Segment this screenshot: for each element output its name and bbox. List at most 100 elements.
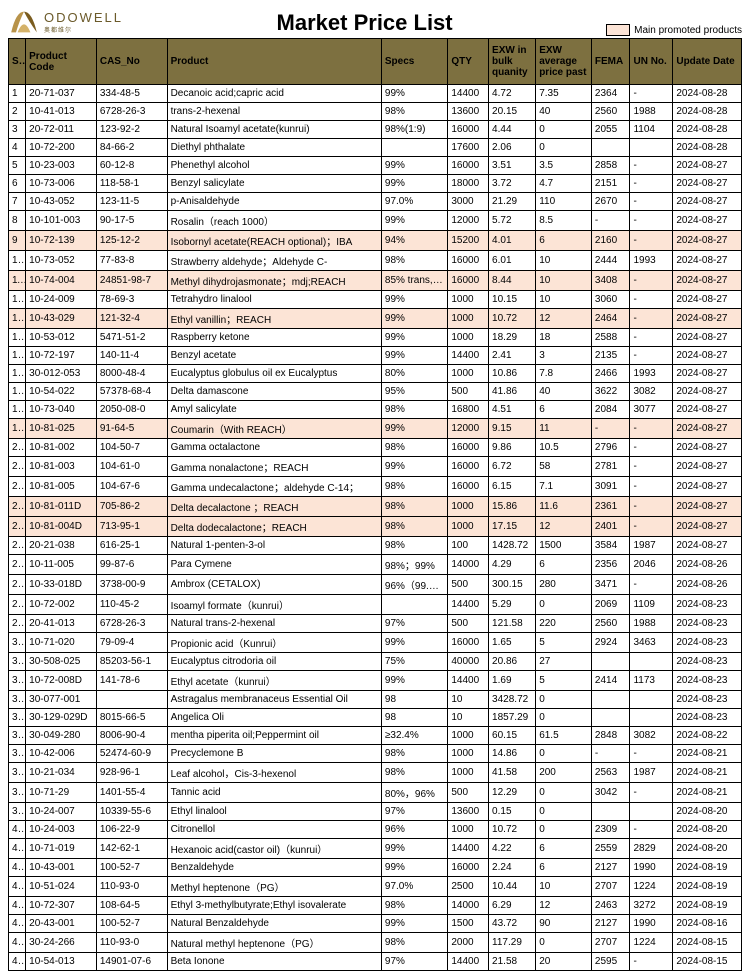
cell-qty: 16000 xyxy=(448,121,489,139)
cell-exwb: 2.06 xyxy=(489,139,536,157)
cell-cas: 104-67-6 xyxy=(96,477,167,497)
cell-fema xyxy=(591,709,630,727)
table-head: S/NProduct CodeCAS_NoProductSpecsQTYEXW … xyxy=(9,39,742,85)
cell-upd: 2024-08-27 xyxy=(673,251,742,271)
table-row: 410-72-20084-66-2Diethyl phthalate176002… xyxy=(9,139,742,157)
cell-exwb: 10.72 xyxy=(489,309,536,329)
cell-exwa: 10 xyxy=(536,251,592,271)
cell-sn: 30 xyxy=(9,633,26,653)
cell-exwa: 4.7 xyxy=(536,175,592,193)
cell-prod: Propionic acid（Kunrui） xyxy=(167,633,381,653)
cell-qty: 2500 xyxy=(448,877,489,897)
cell-exwb: 17.15 xyxy=(489,517,536,537)
cell-qty: 16000 xyxy=(448,157,489,175)
cell-specs: 96% xyxy=(381,821,447,839)
cell-exwa: 5 xyxy=(536,671,592,691)
cell-cas: 123-11-5 xyxy=(96,193,167,211)
cell-upd: 2024-08-27 xyxy=(673,419,742,439)
cell-upd: 2024-08-21 xyxy=(673,783,742,803)
col-header: EXW in bulk quanity xyxy=(489,39,536,85)
cell-exwb: 3.51 xyxy=(489,157,536,175)
cell-sn: 5 xyxy=(9,157,26,175)
cell-exwa: 40 xyxy=(536,103,592,121)
cell-prod: Gamma undecalactone；aldehyde C-14； xyxy=(167,477,381,497)
cell-fema: - xyxy=(591,419,630,439)
cell-specs: 80%，96% xyxy=(381,783,447,803)
brand-sub: 奥都维尔 xyxy=(44,25,123,34)
cell-un: - xyxy=(630,291,673,309)
cell-qty: 10 xyxy=(448,709,489,727)
cell-upd: 2024-08-26 xyxy=(673,555,742,575)
cell-un: 3463 xyxy=(630,633,673,653)
cell-prod: Methyl heptenone（PG） xyxy=(167,877,381,897)
cell-cas: 100-52-7 xyxy=(96,915,167,933)
cell-prod: Angelica Oli xyxy=(167,709,381,727)
cell-fema: 2707 xyxy=(591,877,630,897)
cell-fema: 3584 xyxy=(591,537,630,555)
cell-prod: Isobornyl acetate(REACH optional)；IBA xyxy=(167,231,381,251)
cell-exwb: 10.44 xyxy=(489,877,536,897)
table-row: 1510-72-197140-11-4Benzyl acetate99%1440… xyxy=(9,347,742,365)
cell-sn: 43 xyxy=(9,877,26,897)
cell-pc: 20-41-013 xyxy=(26,615,97,633)
logo-mark-icon xyxy=(8,8,40,36)
cell-exwb: 6.01 xyxy=(489,251,536,271)
cell-exwb: 5.29 xyxy=(489,595,536,615)
cell-fema: 2127 xyxy=(591,859,630,877)
cell-pc: 30-24-266 xyxy=(26,933,97,953)
cell-cas: 2050-08-0 xyxy=(96,401,167,419)
cell-exwa: 12 xyxy=(536,517,592,537)
cell-prod: Benzyl acetate xyxy=(167,347,381,365)
cell-cas: 8015-66-5 xyxy=(96,709,167,727)
cell-upd: 2024-08-23 xyxy=(673,595,742,615)
cell-prod: Natural trans-2-hexenal xyxy=(167,615,381,633)
cell-specs: 98% xyxy=(381,439,447,457)
cell-cas: 91-64-5 xyxy=(96,419,167,439)
cell-fema: 2781 xyxy=(591,457,630,477)
cell-prod: Raspberry ketone xyxy=(167,329,381,347)
cell-qty: 17600 xyxy=(448,139,489,157)
cell-qty: 500 xyxy=(448,615,489,633)
cell-specs: 97% xyxy=(381,953,447,971)
cell-fema xyxy=(591,803,630,821)
cell-upd: 2024-08-28 xyxy=(673,121,742,139)
cell-prod: Benzaldehyde xyxy=(167,859,381,877)
cell-specs: 98% xyxy=(381,477,447,497)
cell-exwb: 4.22 xyxy=(489,839,536,859)
cell-prod: Tetrahydro linalool xyxy=(167,291,381,309)
cell-cas: 57378-68-4 xyxy=(96,383,167,401)
cell-qty: 16000 xyxy=(448,859,489,877)
cell-exwa: 0 xyxy=(536,933,592,953)
cell-exwa: 1500 xyxy=(536,537,592,555)
cell-exwb: 4.44 xyxy=(489,121,536,139)
cell-exwb: 43.72 xyxy=(489,915,536,933)
cell-pc: 10-73-040 xyxy=(26,401,97,419)
col-header: Specs xyxy=(381,39,447,85)
cell-pc: 10-23-003 xyxy=(26,157,97,175)
top-bar: ODOWELL 奥都维尔 Market Price List Main prom… xyxy=(8,8,742,36)
cell-upd: 2024-08-27 xyxy=(673,271,742,291)
cell-cas: 123-92-2 xyxy=(96,121,167,139)
cell-pc: 20-43-001 xyxy=(26,915,97,933)
cell-fema: 3471 xyxy=(591,575,630,595)
cell-sn: 19 xyxy=(9,419,26,439)
cell-un: 3082 xyxy=(630,383,673,401)
cell-specs: 99% xyxy=(381,671,447,691)
cell-fema: 2414 xyxy=(591,671,630,691)
cell-cas: 104-61-0 xyxy=(96,457,167,477)
cell-sn: 45 xyxy=(9,915,26,933)
cell-exwb: 4.51 xyxy=(489,401,536,419)
cell-sn: 46 xyxy=(9,933,26,953)
cell-sn: 20 xyxy=(9,439,26,457)
cell-sn: 8 xyxy=(9,211,26,231)
cell-sn: 27 xyxy=(9,575,26,595)
brand-logo: ODOWELL 奥都维尔 xyxy=(8,8,123,36)
cell-sn: 36 xyxy=(9,745,26,763)
cell-exwa: 58 xyxy=(536,457,592,477)
cell-sn: 9 xyxy=(9,231,26,251)
cell-cas: 142-62-1 xyxy=(96,839,167,859)
cell-exwb: 21.29 xyxy=(489,193,536,211)
table-row: 910-72-139125-12-2Isobornyl acetate(REAC… xyxy=(9,231,742,251)
cell-sn: 32 xyxy=(9,671,26,691)
cell-sn: 12 xyxy=(9,291,26,309)
